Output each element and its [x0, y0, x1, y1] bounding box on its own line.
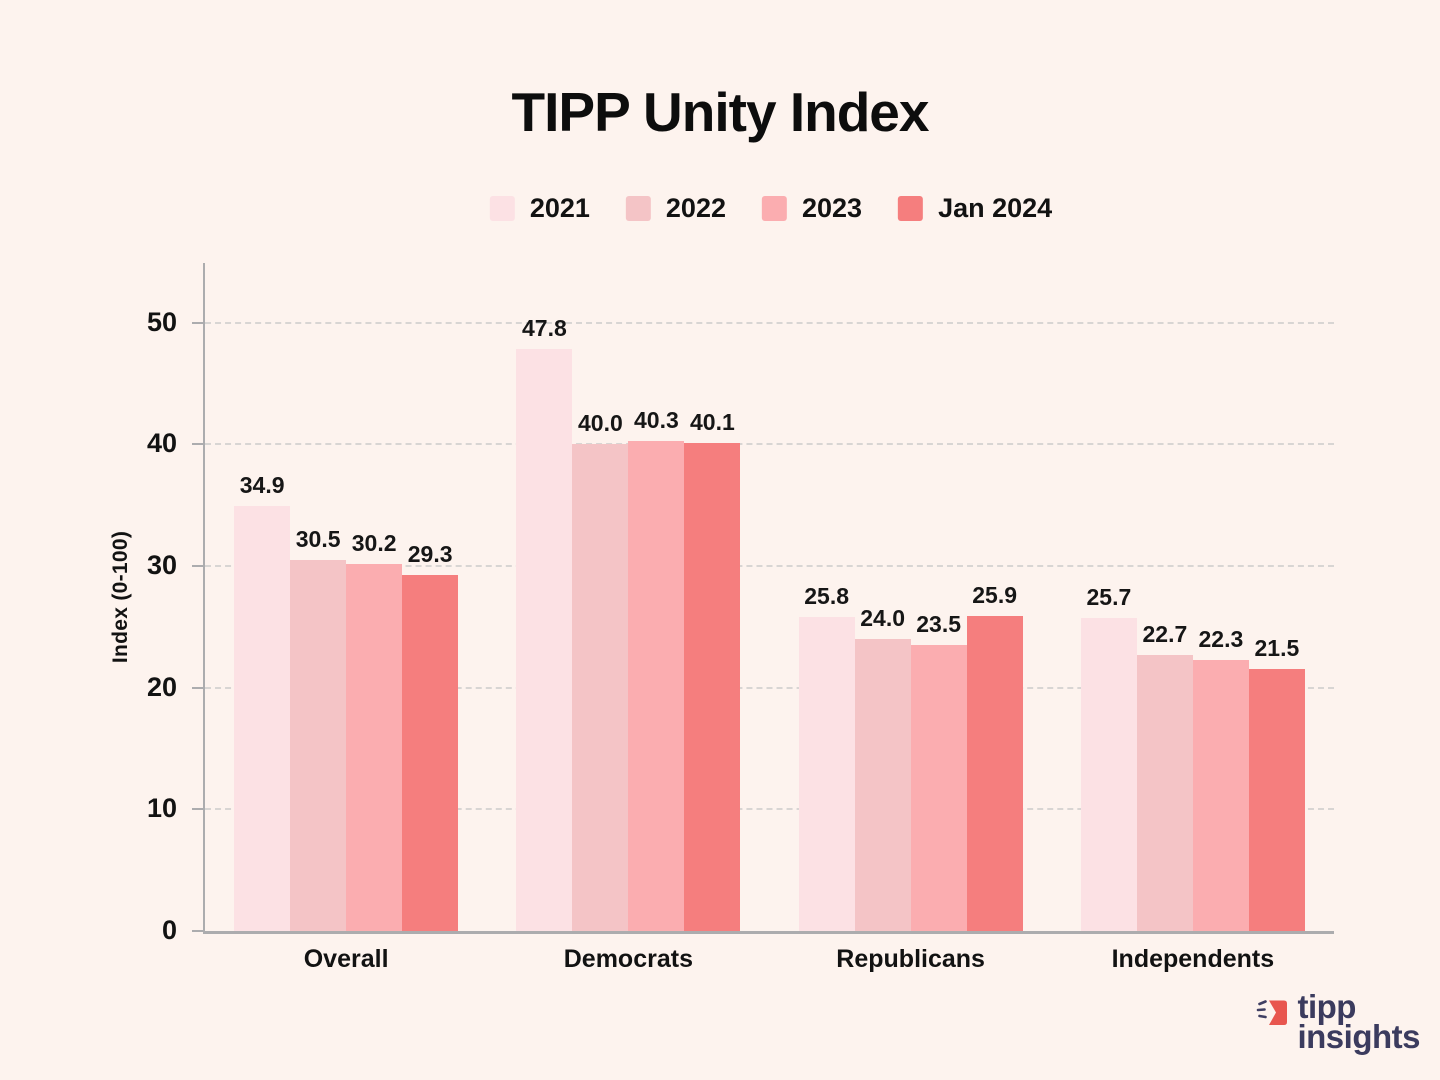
x-tick-label-independents: Independents	[1111, 945, 1275, 973]
bar-value-label: 25.7	[1086, 584, 1132, 611]
legend-swatch	[898, 196, 924, 221]
bar-value-label: 22.3	[1198, 625, 1244, 652]
bar-value-label: 47.8	[521, 315, 567, 342]
gridline-10	[205, 808, 1334, 811]
bar-independents-jan-2024	[1248, 669, 1305, 931]
bar-value-label: 40.1	[689, 409, 735, 436]
bar-value-label: 30.2	[351, 529, 397, 556]
bar-independents-2021	[1080, 618, 1137, 931]
legend: 2021 2022 2023 Jan 2024	[489, 193, 1052, 224]
bar-value-label: 23.5	[916, 611, 961, 638]
y-tick-mark-10	[192, 808, 205, 811]
legend-label: 2021	[529, 193, 590, 223]
y-tick-label-20: 20	[146, 671, 177, 702]
bar-republicans-jan-2024	[966, 615, 1023, 931]
bar-republicans-2022	[854, 638, 911, 931]
gridline-50	[205, 321, 1334, 324]
legend-item-jan-2024: Jan 2024	[898, 193, 1052, 224]
bar-overall-2022	[290, 559, 347, 931]
bar-democrats-2022	[572, 444, 629, 931]
legend-item-2022: 2022	[625, 193, 726, 224]
legend-item-2023: 2023	[761, 193, 863, 224]
logo-line2: insights	[1297, 1018, 1420, 1055]
y-tick-label-0: 0	[161, 915, 177, 945]
bar-overall-2023	[346, 563, 403, 931]
bar-republicans-2021	[798, 617, 855, 931]
y-tick-label-40: 40	[146, 428, 177, 459]
bar-democrats-2023	[628, 440, 685, 931]
y-tick-mark-50	[192, 321, 205, 324]
y-tick-mark-20	[192, 686, 205, 689]
bar-overall-2021	[234, 506, 291, 931]
legend-label: 2023	[801, 193, 863, 223]
bar-overall-jan-2024	[402, 574, 459, 931]
bar-independents-2023	[1192, 659, 1249, 931]
legend-label: Jan 2024	[938, 193, 1053, 223]
x-tick-label-democrats: Democrats	[563, 945, 693, 973]
chart-title: TIPP Unity Index	[511, 81, 930, 143]
y-tick-mark-0	[192, 930, 205, 932]
y-tick-mark-30	[192, 564, 205, 567]
bar-value-label: 25.9	[972, 581, 1017, 608]
y-tick-label-30: 30	[146, 549, 177, 580]
bar-value-label: 25.8	[804, 583, 849, 610]
bar-value-label: 30.5	[295, 525, 341, 552]
x-tick-label-republicans: Republicans	[836, 945, 985, 973]
bar-value-label: 29.3	[407, 540, 453, 567]
x-tick-label-overall: Overall	[303, 945, 389, 973]
bar-republicans-2023	[910, 645, 967, 931]
y-tick-label-10: 10	[146, 793, 177, 824]
bar-value-label: 40.3	[633, 406, 679, 433]
plot-area: 0 10 20 30 40 50 Overall 34.9 30.5 30.2 29.3 Democr…	[147, 263, 1334, 973]
bar-value-label: 40.0	[577, 410, 623, 437]
legend-item-2021: 2021	[489, 193, 590, 224]
tipp-insights-wordmark: tipp insights	[1297, 988, 1420, 1055]
legend-label: 2022	[665, 193, 726, 223]
bar-value-label: 24.0	[860, 604, 905, 631]
tipp-insights-logo: tipp insights	[1256, 988, 1420, 1055]
bar-democrats-2021	[516, 349, 573, 931]
gridline-40	[205, 443, 1334, 446]
bar-value-label: 34.9	[239, 472, 285, 499]
gridline-20	[205, 686, 1334, 689]
bar-value-label: 21.5	[1254, 635, 1300, 662]
legend-swatch	[761, 196, 787, 221]
legend-swatch	[625, 196, 651, 221]
y-tick-label-50: 50	[146, 306, 177, 337]
y-tick-mark-40	[192, 443, 205, 446]
tipp-insights-icon	[1257, 1000, 1288, 1025]
y-axis-label: Index (0-100)	[109, 530, 132, 664]
logo-line1: tipp	[1297, 988, 1356, 1025]
bar-value-label: 22.7	[1142, 620, 1188, 647]
bar-independents-2022	[1136, 654, 1193, 931]
gridline-30	[205, 564, 1334, 567]
bar-democrats-jan-2024	[684, 443, 741, 931]
legend-swatch	[489, 196, 515, 221]
